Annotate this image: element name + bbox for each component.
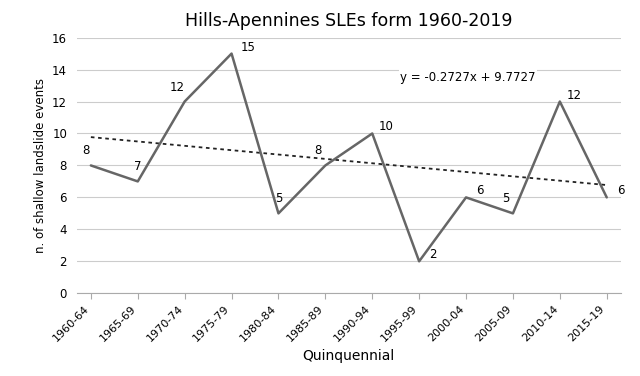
Text: 12: 12 <box>566 88 581 102</box>
Text: 10: 10 <box>379 120 394 133</box>
Text: 8: 8 <box>315 144 322 158</box>
Text: 6: 6 <box>617 184 625 197</box>
Text: 8: 8 <box>83 144 90 158</box>
Text: 15: 15 <box>241 41 255 53</box>
Text: 5: 5 <box>502 193 509 205</box>
Text: y = -0.2727x + 9.7727: y = -0.2727x + 9.7727 <box>401 71 536 84</box>
Title: Hills-Apennines SLEs form 1960-2019: Hills-Apennines SLEs form 1960-2019 <box>185 12 513 30</box>
X-axis label: Quinquennial: Quinquennial <box>303 349 395 363</box>
Text: 12: 12 <box>170 80 185 94</box>
Text: 2: 2 <box>429 248 437 261</box>
Y-axis label: n. of shallow landslide events: n. of shallow landslide events <box>33 78 47 253</box>
Text: 7: 7 <box>134 161 141 173</box>
Text: 6: 6 <box>476 184 484 197</box>
Text: 5: 5 <box>275 193 282 205</box>
